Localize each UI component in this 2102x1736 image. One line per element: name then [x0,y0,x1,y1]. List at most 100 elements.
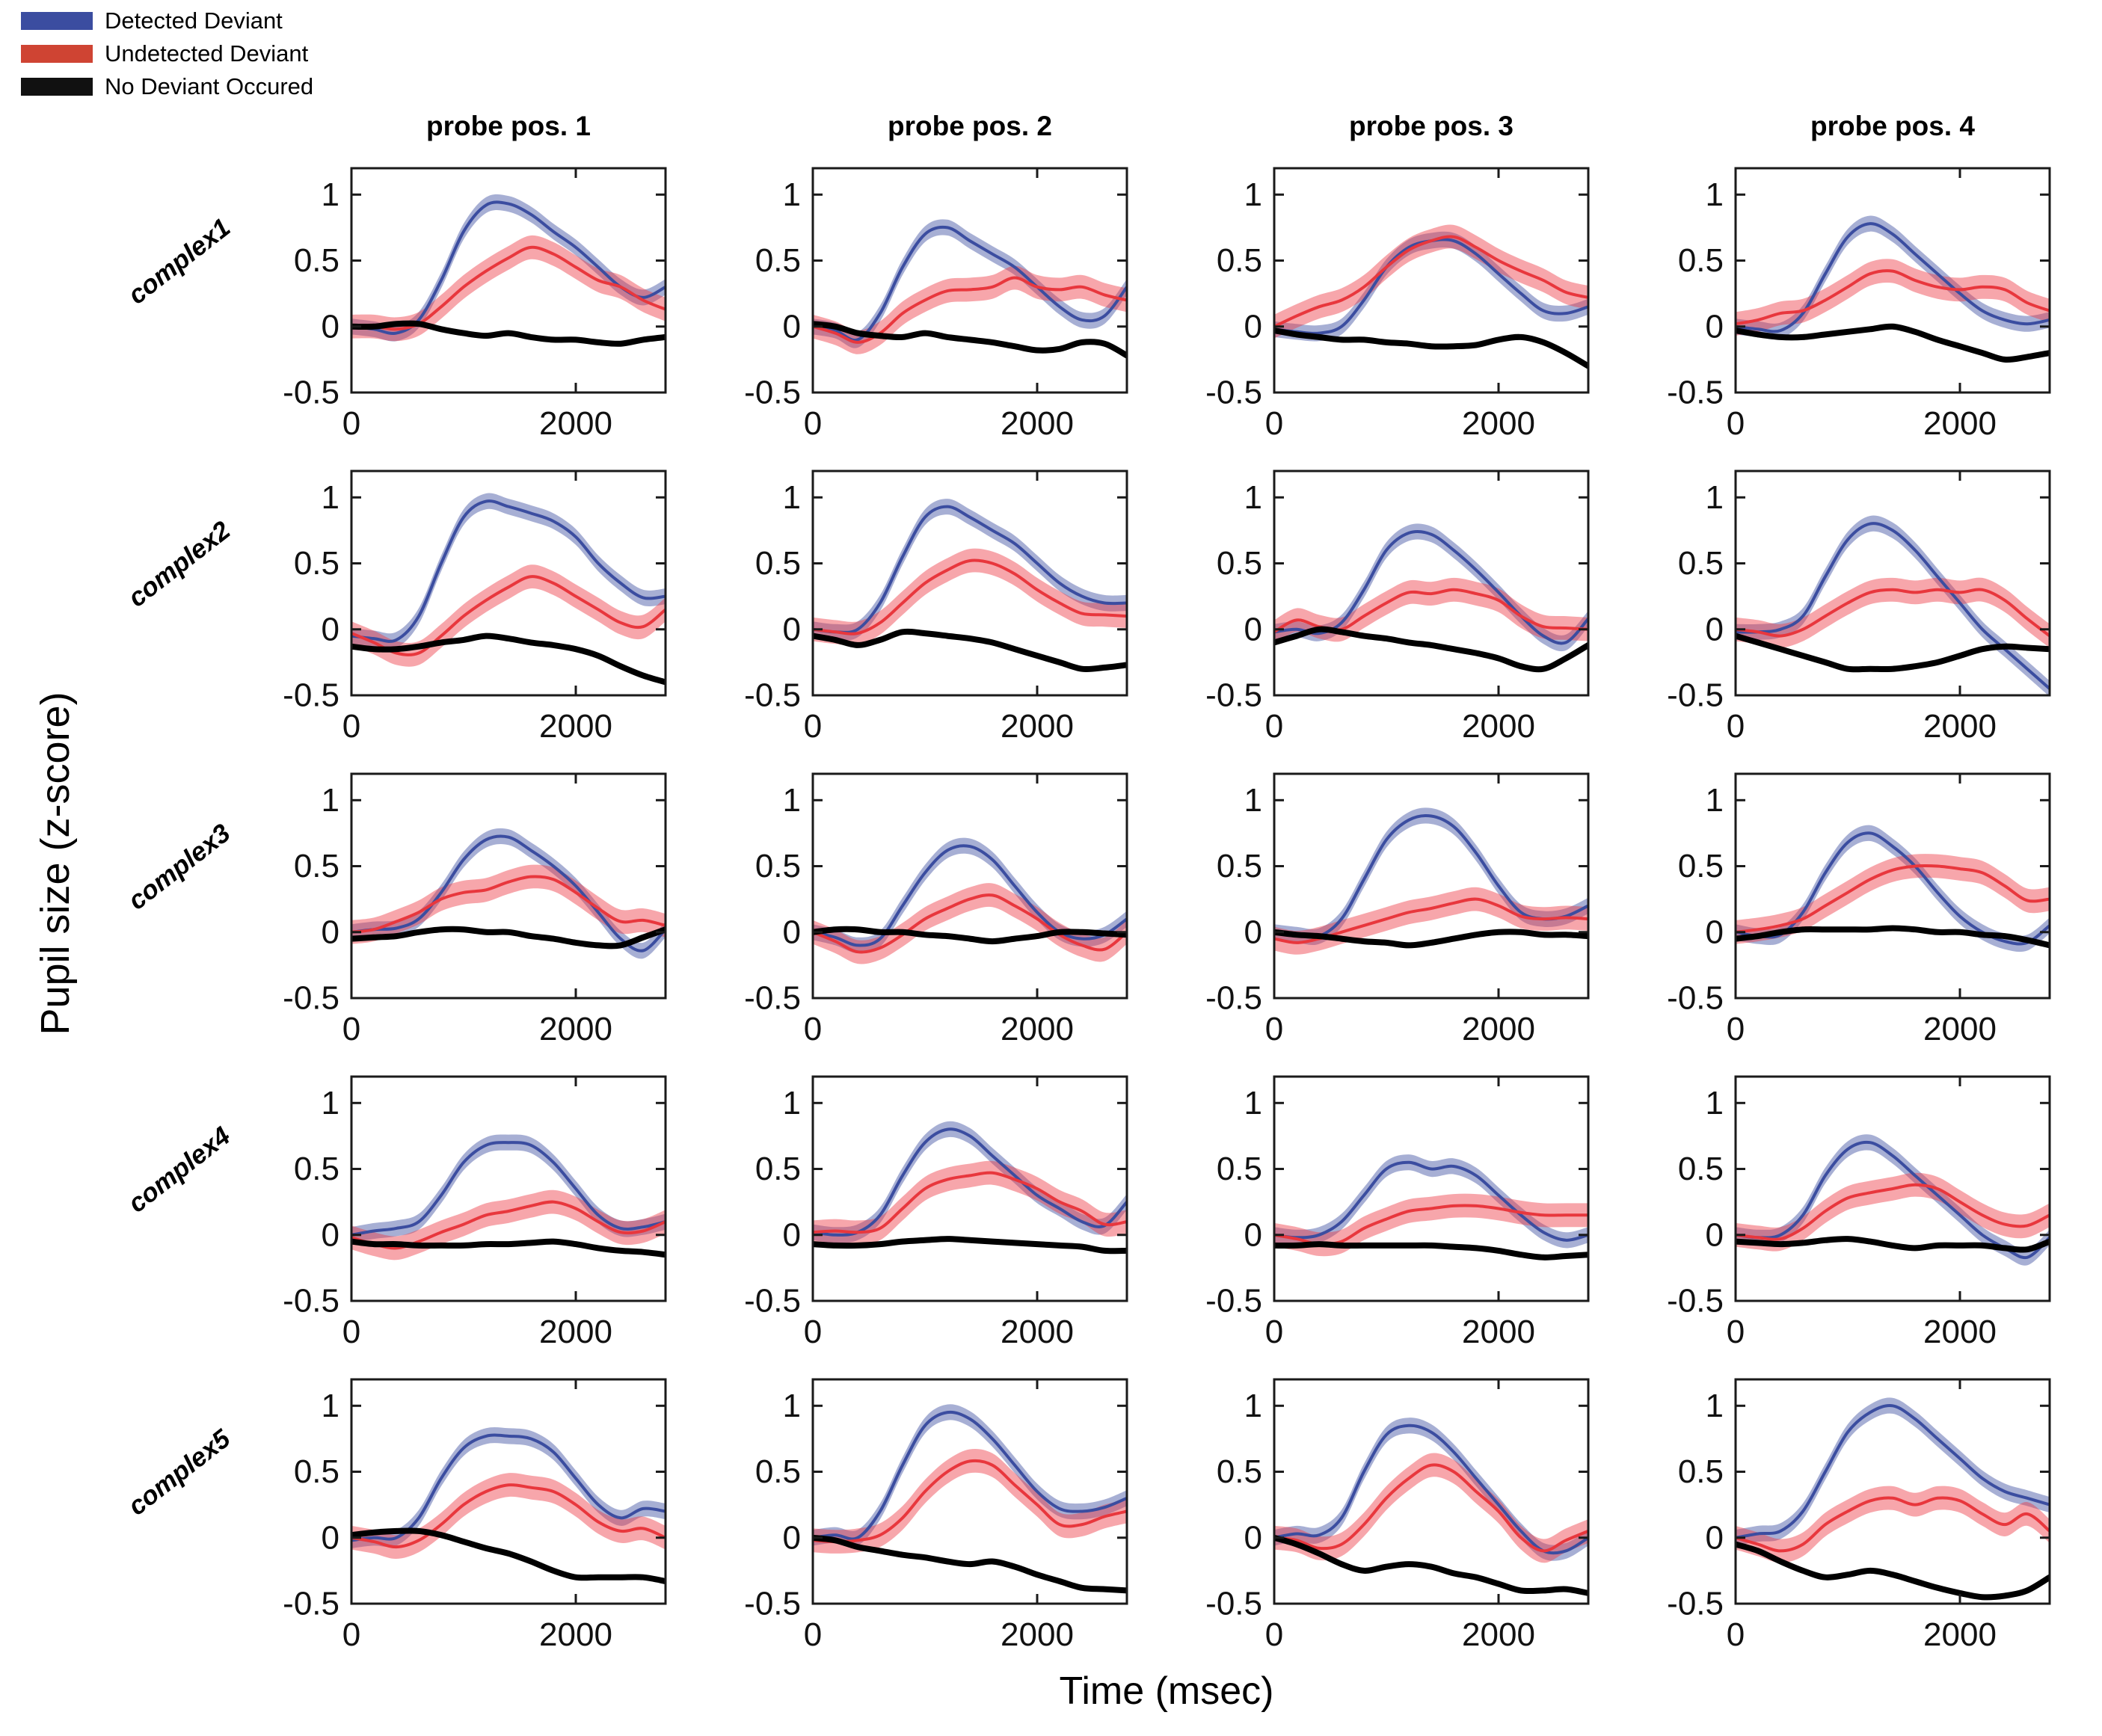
none-line [1274,626,1588,673]
none-line [1274,1534,1588,1596]
y-tick-label: 0.5 [1678,242,1724,279]
y-tick-label: -0.5 [744,980,801,1017]
y-tick-label: 1 [322,1388,339,1424]
subplot-cell: 1 0.5 0 -0.5 0 2000 [1623,1058,2085,1361]
y-tick-label: 0 [783,308,801,345]
y-tick-label: 0.5 [1217,545,1262,582]
undetected-band [351,1189,666,1261]
detected-band [351,493,666,650]
subplot-complex2-pos4: 10.50-0.50 2000 [1667,470,2051,745]
subplot-cell: 1 0.5 0 -0.5 0 2000 [701,1361,1162,1663]
y-tick-label: 0 [1706,914,1724,950]
axes-box [1734,772,2051,1000]
legend: Detected Deviant Undetected Deviant No Dev… [21,9,313,108]
y-tick-label: -0.5 [283,677,339,714]
detected-line [1736,522,2050,691]
y-tick-label: 1 [322,782,339,819]
subplot-cell: 1 0.5 0 -0.5 0 2000 [1162,452,1623,755]
legend-swatch-none [21,77,93,96]
subplot-cell: 1 0.5 0 -0.5 0 2000 [701,1058,1162,1361]
undetected-band [813,1160,1127,1245]
undetected-line [351,575,666,656]
undetected-band [1736,577,2050,648]
undetected-band [351,1473,666,1560]
none-line [351,1238,666,1258]
undetected-line [1736,588,2050,638]
undetected-band [1736,259,2050,336]
none-line [351,632,666,686]
legend-item-undetected: Undetected Deviant [21,42,313,65]
y-tick-label: 1 [1244,1085,1262,1121]
x-tick-label: 0 [1265,1314,1283,1350]
y-tick-label: -0.5 [283,980,339,1017]
col-header-3: probe pos. 3 [1349,111,1513,141]
y-tick-label: 0 [783,1519,801,1556]
y-axis-label: Pupil size (z-score) [33,692,78,1035]
axes-box [1734,1378,2051,1605]
subplot-complex3-pos4: 10.50-0.50 2000 [1667,772,2051,1047]
detected-line [351,200,666,336]
y-tick-label: -0.5 [1205,375,1262,411]
detected-line [813,505,1127,634]
none-line [1274,327,1588,369]
subplot-cell: 1 0.5 0 -0.5 0 2000 [239,1058,701,1361]
detected-band [351,1134,666,1243]
y-tick-label: -0.5 [744,677,801,714]
y-tick-label: 1 [1244,176,1262,213]
axes-box [350,167,667,394]
subplot-complex1-pos2: 10.50-0.50 2000 [744,167,1128,442]
subplot-cell: 1 0.5 0 -0.5 0 2000 [1162,1058,1623,1361]
undetected-line [1736,269,2050,326]
y-tick-label: 0.5 [755,545,801,582]
subplot-complex3-pos2: 10.50-0.50 2000 [744,772,1128,1047]
x-tick-label: 2000 [1462,1314,1535,1350]
y-tick-label: 0.5 [1678,545,1724,582]
detected-line [813,844,1127,947]
legend-label: Undetected Deviant [105,40,309,67]
col-header-1: probe pos. 1 [426,111,591,141]
row-label-complex3: complex3 [123,818,236,916]
y-tick-label: 0.5 [1217,1453,1262,1490]
y-tick-label: 0 [1706,308,1724,345]
undetected-line [351,875,666,934]
y-tick-label: 1 [1244,479,1262,516]
subplot-cell: 1 0.5 0 -0.5 0 2000 [1623,150,2085,452]
detected-band [351,828,666,959]
y-tick-label: -0.5 [1205,1283,1262,1320]
x-tick-label: 2000 [1923,1011,1997,1047]
legend-swatch-undetected [21,44,93,63]
y-tick-label: 1 [1706,1085,1724,1121]
undetected-band [1274,224,1588,339]
x-tick-label: 2000 [1001,1314,1074,1350]
detected-line [351,1433,666,1542]
subplot-complex2-pos1: 10.50-0.50 2000 [283,470,667,745]
subplot-complex1-pos3: 10.50-0.50 2000 [1205,167,1590,442]
row-label-complex1: complex1 [123,212,236,310]
subplot-cell: 1 0.5 0 -0.5 0 2000 [239,755,701,1058]
y-tick-label: 1 [322,1085,339,1121]
y-tick-label: -0.5 [1667,1283,1724,1320]
subplot-complex3-pos1: 10.50-0.50 2000 [283,772,667,1047]
y-tick-label: 0.5 [1217,848,1262,884]
y-tick-label: 0.5 [1217,242,1262,279]
axes-box [1273,1075,1590,1302]
y-tick-label: 1 [322,176,339,213]
y-tick-label: 1 [1706,176,1724,213]
undetected-line [351,245,666,331]
y-tick-label: -0.5 [1667,677,1724,714]
axes-box [811,167,1128,394]
subplot-complex5-pos2: 10.50-0.50 2000 [744,1378,1128,1653]
y-tick-label: -0.5 [1667,980,1724,1017]
y-tick-label: -0.5 [744,375,801,411]
detected-band [1736,215,2050,339]
none-line [1736,925,2050,949]
x-tick-label: 0 [804,1011,822,1047]
x-tick-label: 0 [1265,405,1283,442]
y-tick-label: 1 [322,479,339,516]
detected-band [1736,1134,2050,1266]
y-tick-label: -0.5 [283,1283,339,1320]
undetected-line [1736,1496,2050,1553]
y-tick-label: 0 [322,914,339,950]
x-tick-label: 2000 [1923,708,1997,745]
x-tick-label: 2000 [1001,405,1074,442]
